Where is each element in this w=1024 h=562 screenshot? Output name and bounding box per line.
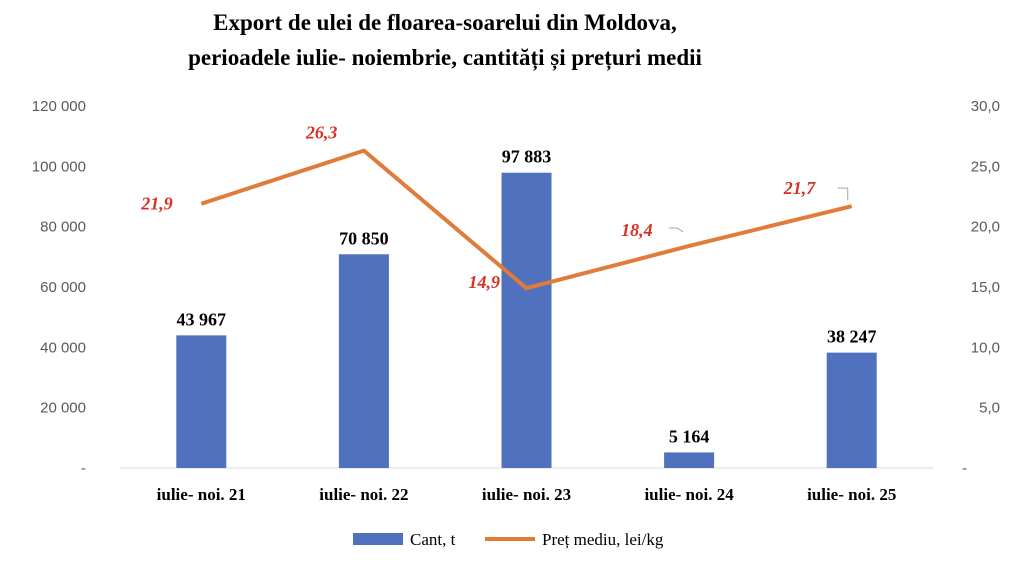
right-tick-label: 20,0 — [971, 219, 1000, 236]
left-tick-label: 120 000 — [32, 98, 86, 115]
bar-value-label: 38 247 — [827, 327, 877, 347]
label-leader-line — [837, 187, 849, 201]
bar-value-label: 97 883 — [502, 147, 552, 167]
legend-label-bar: Cant, t — [410, 530, 456, 549]
category-label: iulie- noi. 22 — [319, 485, 408, 504]
right-tick-label: 10,0 — [971, 339, 1000, 356]
left-tick-label: 100 000 — [32, 158, 86, 175]
left-tick-label: 20 000 — [40, 400, 86, 417]
bar-value-label: 5 164 — [669, 426, 710, 446]
legend-swatch-bar — [353, 533, 403, 545]
right-tick-label: 5,0 — [979, 400, 1000, 417]
bar-value-label: 70 850 — [339, 228, 389, 248]
chart-title-line-1: Export de ulei de floarea-soarelui din M… — [213, 10, 677, 35]
price-line — [200, 148, 853, 291]
right-tick-label: - — [962, 460, 967, 477]
right-tick-label: 30,0 — [971, 98, 1000, 115]
price-value-label: 14,9 — [469, 272, 501, 292]
category-label: iulie- noi. 24 — [644, 485, 734, 504]
price-value-label: 21,7 — [783, 178, 817, 198]
right-tick-label: 15,0 — [971, 279, 1000, 296]
left-tick-label: 60 000 — [40, 279, 86, 296]
price-value-label: 26,3 — [305, 123, 338, 143]
left-tick-label: 40 000 — [40, 339, 86, 356]
bar — [664, 452, 715, 468]
category-label: iulie- noi. 21 — [157, 485, 246, 504]
bar — [501, 172, 552, 469]
bar-value-label: 43 967 — [177, 309, 227, 329]
bar — [826, 352, 877, 468]
price-value-label: 18,4 — [621, 220, 653, 240]
label-leader-line — [669, 227, 684, 233]
bar — [338, 254, 389, 468]
bar — [176, 335, 227, 468]
legend-label-line: Preț mediu, lei/kg — [542, 530, 664, 549]
left-tick-label: - — [81, 460, 86, 477]
category-label: iulie- noi. 23 — [482, 485, 571, 504]
category-label: iulie- noi. 25 — [807, 485, 896, 504]
right-tick-label: 25,0 — [971, 158, 1000, 175]
chart-title-line-2: perioadele iulie- noiembrie, cantități ș… — [188, 45, 702, 71]
left-tick-label: 80 000 — [40, 219, 86, 236]
price-value-label: 21,9 — [140, 194, 173, 214]
